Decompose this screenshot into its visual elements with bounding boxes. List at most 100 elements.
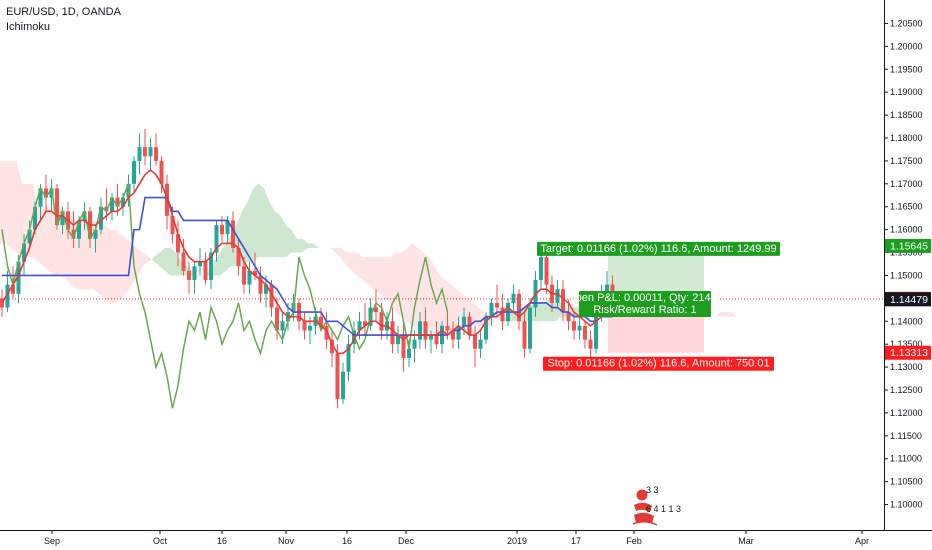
time-tick-label[interactable]: Sep xyxy=(44,536,60,546)
candle-body[interactable] xyxy=(132,160,136,184)
target-badge[interactable] xyxy=(537,241,780,256)
stop-badge[interactable] xyxy=(543,356,774,371)
candle-body[interactable] xyxy=(143,147,147,157)
candle-body[interactable] xyxy=(99,206,103,230)
candle-body[interactable] xyxy=(363,321,367,326)
candle-body[interactable] xyxy=(412,339,417,349)
candle-body[interactable] xyxy=(528,307,532,349)
candle-body[interactable] xyxy=(247,270,252,285)
symbol-title[interactable]: EUR/USD, 1D, OANDA xyxy=(6,6,121,18)
price-badge[interactable] xyxy=(885,238,931,253)
candle-body[interactable] xyxy=(203,261,208,281)
candle-body[interactable] xyxy=(445,325,450,331)
time-tick-label[interactable]: Dec xyxy=(398,536,415,546)
candle-body[interactable] xyxy=(275,307,279,331)
candle-body[interactable] xyxy=(280,321,285,331)
candle-body[interactable] xyxy=(407,348,411,358)
candle-body[interactable] xyxy=(192,266,197,281)
candle-body[interactable] xyxy=(495,302,499,308)
candle-body[interactable] xyxy=(418,321,422,340)
candle-body[interactable] xyxy=(115,197,120,207)
candle-body[interactable] xyxy=(544,257,549,285)
candle-body[interactable] xyxy=(121,197,125,207)
candle-body[interactable] xyxy=(104,206,109,212)
candle-body[interactable] xyxy=(489,302,494,317)
time-tick-label[interactable]: Feb xyxy=(626,536,642,546)
candle-body[interactable] xyxy=(517,293,521,322)
candle-body[interactable] xyxy=(539,257,543,281)
time-tick-label[interactable]: Apr xyxy=(855,536,869,546)
time-tick-label[interactable]: Mar xyxy=(738,536,754,546)
candle-body[interactable] xyxy=(308,325,312,331)
candle-body[interactable] xyxy=(511,293,516,303)
candle-body[interactable] xyxy=(357,321,362,331)
candle-body[interactable] xyxy=(236,247,241,267)
candle-body[interactable] xyxy=(379,312,384,331)
candle-body[interactable] xyxy=(77,220,81,239)
candle-body[interactable] xyxy=(302,321,307,331)
candle-body[interactable] xyxy=(27,229,32,244)
candle-body[interactable] xyxy=(181,252,186,271)
candle-body[interactable] xyxy=(522,321,527,349)
candle-body[interactable] xyxy=(159,160,164,184)
candle-body[interactable] xyxy=(154,147,158,161)
candle-body[interactable] xyxy=(93,229,98,239)
candle-body[interactable] xyxy=(33,206,37,230)
candle-body[interactable] xyxy=(5,284,10,308)
candle-body[interactable] xyxy=(225,220,230,235)
candle-body[interactable] xyxy=(209,252,213,281)
candle-body[interactable] xyxy=(594,316,598,349)
candle-body[interactable] xyxy=(588,339,593,349)
candle-body[interactable] xyxy=(170,215,175,235)
candle-body[interactable] xyxy=(71,229,76,239)
candle-body[interactable] xyxy=(110,197,114,212)
candle-body[interactable] xyxy=(330,339,334,354)
candle-body[interactable] xyxy=(434,335,439,345)
candle-body[interactable] xyxy=(401,335,406,358)
indicator-title[interactable]: Ichimoku xyxy=(6,21,51,33)
candle-body[interactable] xyxy=(346,344,351,372)
candle-body[interactable] xyxy=(187,270,191,281)
candle-body[interactable] xyxy=(60,211,65,226)
candle-body[interactable] xyxy=(16,261,21,294)
candle-body[interactable] xyxy=(352,330,356,345)
candle-body[interactable] xyxy=(44,188,48,198)
candle-body[interactable] xyxy=(456,325,461,340)
candle-body[interactable] xyxy=(11,284,15,294)
pnl-badge[interactable] xyxy=(579,291,711,317)
candle-body[interactable] xyxy=(22,243,26,262)
candle-body[interactable] xyxy=(55,188,59,226)
candle-body[interactable] xyxy=(242,266,246,285)
candle-body[interactable] xyxy=(231,220,235,248)
time-tick-label[interactable]: Oct xyxy=(153,536,168,546)
candle-body[interactable] xyxy=(341,371,345,400)
candle-body[interactable] xyxy=(390,321,395,345)
candle-body[interactable] xyxy=(214,225,219,253)
candle-body[interactable] xyxy=(577,325,582,331)
price-badge[interactable] xyxy=(885,345,931,360)
candle-body[interactable] xyxy=(220,225,224,235)
candle-body[interactable] xyxy=(324,325,329,340)
time-tick-label[interactable]: 2019 xyxy=(507,536,527,546)
candle-body[interactable] xyxy=(269,284,274,308)
candle-body[interactable] xyxy=(566,312,571,322)
candle-body[interactable] xyxy=(478,339,483,349)
time-tick-label[interactable]: 17 xyxy=(571,536,581,546)
price-badge[interactable] xyxy=(885,292,931,307)
candle-body[interactable] xyxy=(473,335,477,349)
candle-body[interactable] xyxy=(583,325,587,340)
candle-body[interactable] xyxy=(500,307,505,322)
candle-body[interactable] xyxy=(148,147,153,157)
candle-body[interactable] xyxy=(82,211,87,221)
candle-body[interactable] xyxy=(198,261,202,267)
candle-body[interactable] xyxy=(38,188,43,207)
candle-body[interactable] xyxy=(605,284,609,294)
candle-body[interactable] xyxy=(258,275,263,294)
time-tick-label[interactable]: 16 xyxy=(217,536,227,546)
candle-body[interactable] xyxy=(264,284,268,294)
candle-body[interactable] xyxy=(423,321,428,340)
candle-body[interactable] xyxy=(572,321,576,331)
